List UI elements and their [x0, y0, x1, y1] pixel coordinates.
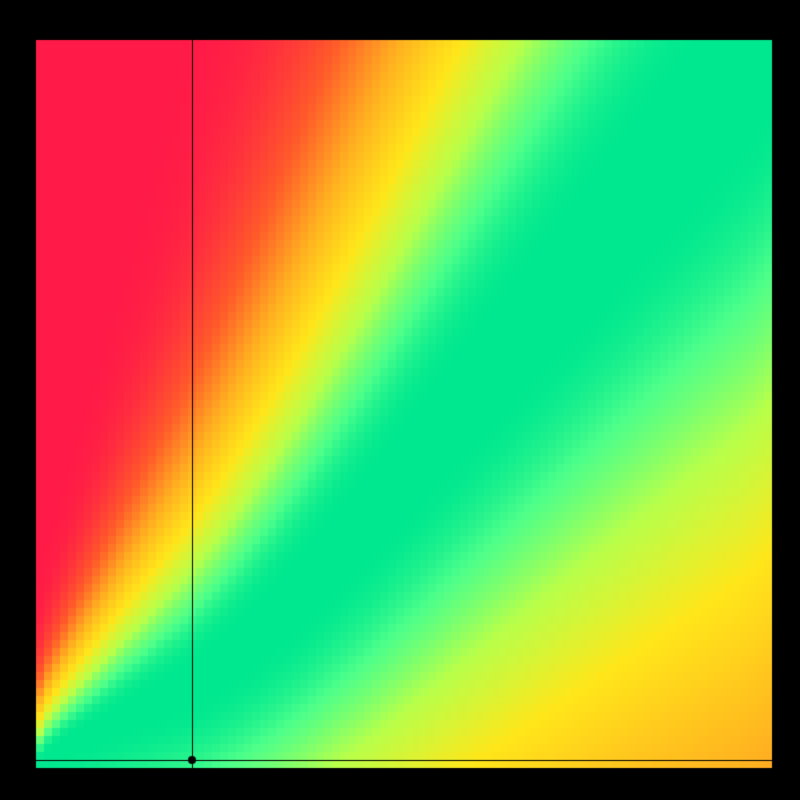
chart-container: TheBottleneck.com [0, 0, 800, 800]
heatmap-plot [0, 0, 800, 800]
